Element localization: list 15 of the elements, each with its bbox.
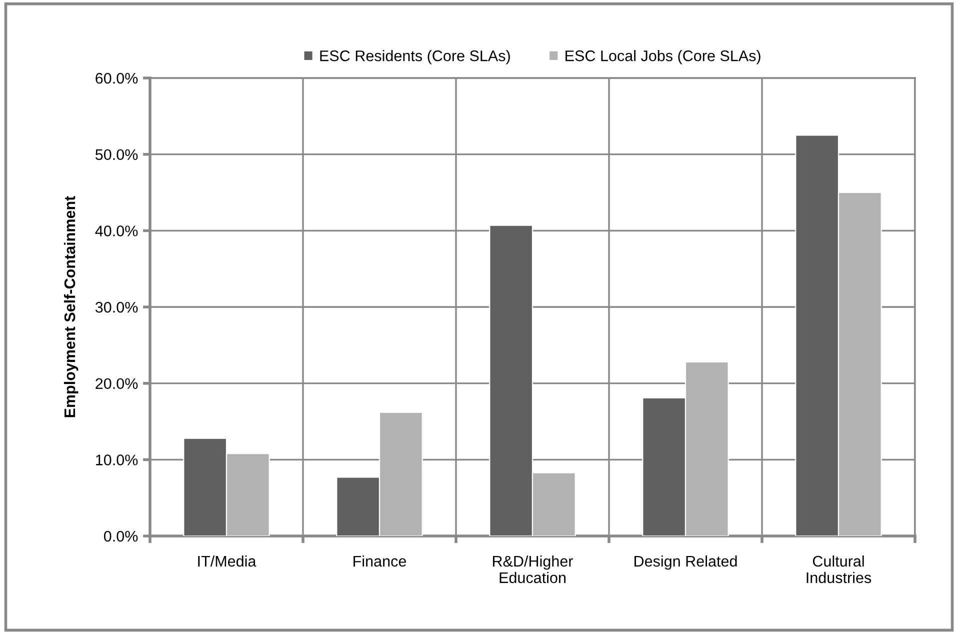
y-tick-label: 30.0% xyxy=(95,302,138,313)
x-tick-label: Design Related xyxy=(634,555,737,570)
y-tick-label: 50.0% xyxy=(95,149,138,160)
y-axis-title: Employment Self-Containment xyxy=(64,196,78,418)
legend-label: ESC Local Jobs (Core SLAs) xyxy=(566,50,760,64)
y-tick-label: 20.0% xyxy=(96,378,138,390)
y-tick-label: 0.0% xyxy=(104,530,138,542)
x-tick-label: IT/Media xyxy=(198,555,256,567)
y-tick-label: 60.0% xyxy=(96,72,138,84)
y-tick-label: 40.0% xyxy=(95,226,138,236)
x-tick-label: Cultural Industries xyxy=(806,555,872,584)
x-tick-label: Finance xyxy=(354,555,406,567)
y-tick-label: 10.0% xyxy=(96,454,138,466)
x-tick-label: R&D/Higher Education xyxy=(493,555,573,584)
legend-label: ESC Residents (Core SLAs) xyxy=(320,50,510,64)
